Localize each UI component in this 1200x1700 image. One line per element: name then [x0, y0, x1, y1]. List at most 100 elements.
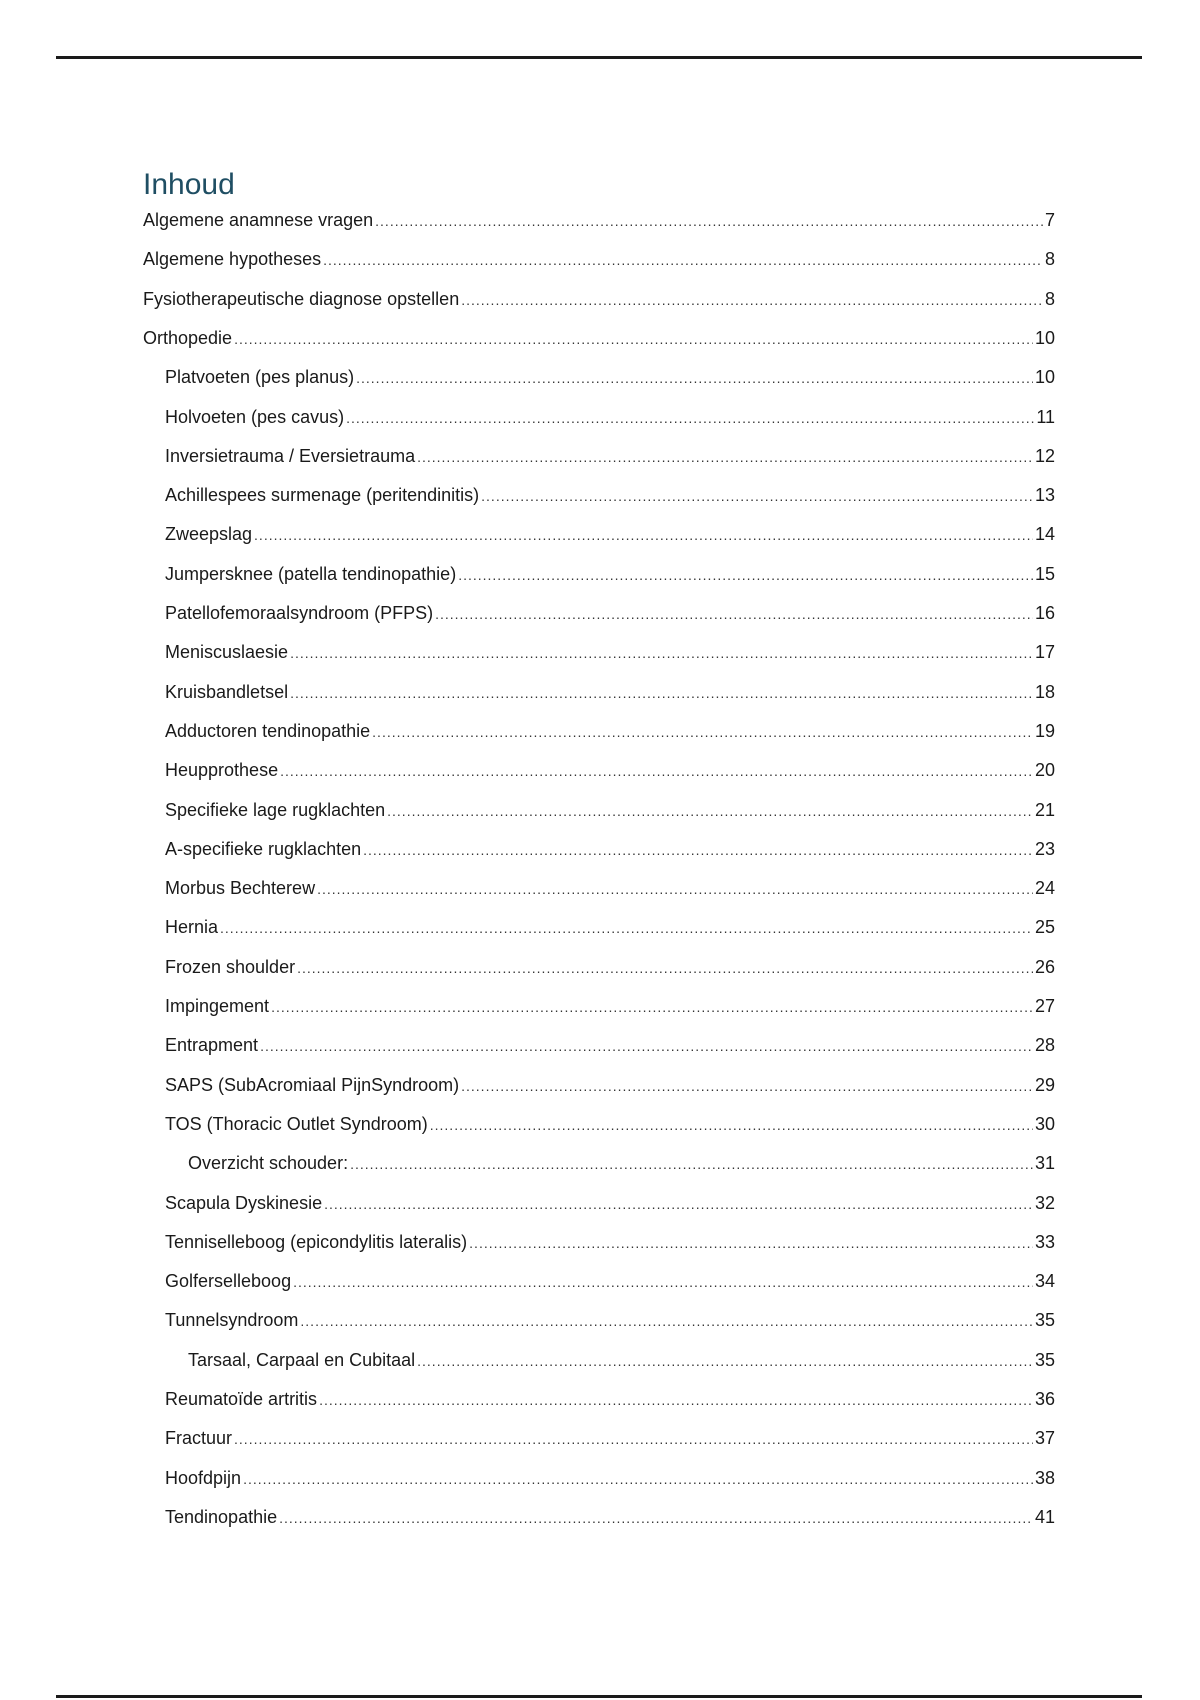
toc-entry[interactable]: Tenniselleboog (epicondylitis lateralis)… — [165, 1232, 1055, 1258]
toc-entry-label: Zweepslag — [165, 524, 253, 545]
header-rule — [56, 56, 1142, 59]
toc-entry[interactable]: Zweepslag 14 — [165, 524, 1055, 550]
toc-entry[interactable]: Entrapment 28 — [165, 1035, 1055, 1061]
toc-entry[interactable]: Impingement 27 — [165, 996, 1055, 1022]
toc-entry[interactable]: Inversietrauma / Eversietrauma 12 — [165, 446, 1055, 472]
toc-entry[interactable]: Scapula Dyskinesie 32 — [165, 1193, 1055, 1219]
toc-entry-label: Tendinopathie — [165, 1506, 278, 1527]
toc-entry[interactable]: SAPS (SubAcromiaal PijnSyndroom) 29 — [165, 1075, 1055, 1101]
toc-entry[interactable]: Golferselleboog 34 — [165, 1271, 1055, 1297]
toc-entry-label: Overzicht schouder: — [188, 1153, 349, 1174]
toc-entry-page: 12 — [1034, 445, 1055, 466]
toc-entry-page: 37 — [1034, 1428, 1055, 1449]
toc-entry[interactable]: A-specifieke rugklachten 23 — [165, 839, 1055, 865]
toc-entry-label: Achillespees surmenage (peritendinitis) — [165, 485, 480, 506]
toc-entry[interactable]: Specifieke lage rugklachten 21 — [165, 800, 1055, 826]
toc-entry[interactable]: Hernia 25 — [165, 917, 1055, 943]
dot-leader — [234, 331, 1033, 347]
dot-leader — [319, 1392, 1033, 1408]
toc-entry-label: Impingement — [165, 996, 270, 1016]
dot-leader — [372, 724, 1033, 740]
dot-leader — [220, 920, 1033, 936]
toc-entry[interactable]: Platvoeten (pes planus) 10 — [165, 367, 1055, 393]
toc-entry-page: 13 — [1034, 485, 1055, 506]
toc-entry-page: 32 — [1034, 1192, 1055, 1213]
toc-entry[interactable]: Algemene anamnese vragen 7 — [143, 210, 1055, 236]
toc-entry-page: 28 — [1034, 1035, 1055, 1056]
toc-entry-label: Frozen shoulder — [165, 956, 296, 977]
toc-entry-page: 41 — [1034, 1506, 1055, 1527]
toc-entry[interactable]: Jumpersknee (patella tendinopathie) 15 — [165, 564, 1055, 590]
toc-entry[interactable]: Tunnelsyndroom 35 — [165, 1310, 1055, 1336]
toc-entry[interactable]: Frozen shoulder 26 — [165, 957, 1055, 983]
toc-entry-label: Entrapment — [165, 1035, 259, 1056]
toc-entry-page: 19 — [1034, 720, 1055, 741]
toc-entry[interactable]: Achillespees surmenage (peritendinitis) 1… — [165, 485, 1055, 511]
dot-leader — [417, 1353, 1033, 1369]
toc-entry-page: 8 — [1044, 288, 1055, 309]
dot-leader — [290, 685, 1033, 701]
dot-leader — [254, 527, 1033, 543]
toc-entry-page: 20 — [1034, 760, 1055, 781]
toc-entry-page: 35 — [1034, 1310, 1055, 1331]
toc-entry[interactable]: Orthopedie 10 — [143, 328, 1055, 354]
toc-entry-label: Adductoren tendinopathie — [165, 720, 371, 741]
toc-entry[interactable]: Overzicht schouder: 31 — [188, 1153, 1055, 1179]
toc-entry[interactable]: Holvoeten (pes cavus) 11 — [165, 407, 1055, 433]
toc-entry-label: Kruisbandletsel — [165, 681, 289, 702]
dot-leader — [271, 999, 1033, 1015]
toc-entry[interactable]: Kruisbandletsel 18 — [165, 682, 1055, 708]
toc-entry[interactable]: Hoofdpijn 38 — [165, 1468, 1055, 1494]
toc-entry-label: A-specifieke rugklachten — [165, 838, 362, 859]
toc-entry[interactable]: Meniscuslaesie 17 — [165, 642, 1055, 668]
toc-entry-label: Scapula Dyskinesie — [165, 1192, 323, 1213]
toc-entry-page: 14 — [1034, 524, 1055, 545]
toc-entry-page: 8 — [1044, 249, 1055, 270]
toc-entry[interactable]: Fractuur 37 — [165, 1428, 1055, 1454]
toc-entry-label: Tenniselleboog (epicondylitis lateralis) — [165, 1231, 468, 1252]
toc-entry-label: Heupprothese — [165, 760, 279, 781]
toc-entry-page: 29 — [1034, 1074, 1055, 1095]
dot-leader — [461, 1078, 1033, 1094]
toc-entry[interactable]: Morbus Bechterew 24 — [165, 878, 1055, 904]
dot-leader — [481, 488, 1033, 504]
dot-leader — [417, 449, 1033, 465]
toc-entry[interactable]: Tarsaal, Carpaal en Cubitaal 35 — [188, 1350, 1055, 1376]
toc-entry-label: Holvoeten (pes cavus) — [165, 406, 345, 427]
dot-leader — [243, 1471, 1033, 1487]
toc-entry-page: 33 — [1034, 1231, 1055, 1252]
toc-entry[interactable]: TOS (Thoracic Outlet Syndroom) 30 — [165, 1114, 1055, 1140]
dot-leader — [293, 1274, 1033, 1290]
toc-entry-label: Meniscuslaesie — [165, 642, 289, 663]
toc-entry-label: Fractuur — [165, 1428, 233, 1449]
toc-entry-label: Golferselleboog — [165, 1271, 292, 1292]
toc-entry-page: 23 — [1034, 838, 1055, 859]
dot-leader — [387, 803, 1033, 819]
toc-entry-page: 34 — [1034, 1271, 1055, 1292]
toc-entry[interactable]: Algemene hypotheses 8 — [143, 249, 1055, 275]
dot-leader — [260, 1038, 1033, 1054]
dot-leader — [323, 252, 1043, 268]
toc-entry[interactable]: Heupprothese 20 — [165, 760, 1055, 786]
toc-entry-label: Platvoeten (pes planus) — [165, 367, 355, 388]
toc-entry[interactable]: Adductoren tendinopathie 19 — [165, 721, 1055, 747]
toc-entry-label: Algemene hypotheses — [143, 249, 322, 270]
dot-leader — [350, 1156, 1033, 1172]
toc-entry[interactable]: Patellofemoraalsyndroom (PFPS) 16 — [165, 603, 1055, 629]
toc-entry-label: Specifieke lage rugklachten — [165, 799, 386, 820]
dot-leader — [346, 410, 1034, 426]
toc-title: Inhoud — [143, 168, 235, 201]
dot-leader — [430, 1117, 1033, 1133]
toc-entry-page: 16 — [1034, 603, 1055, 623]
toc-entry-label: Reumatoïde artritis — [165, 1389, 318, 1409]
dot-leader — [461, 292, 1043, 308]
toc-entry-page: 21 — [1034, 799, 1055, 820]
toc-entry[interactable]: Reumatoïde artritis 36 — [165, 1389, 1055, 1415]
toc-entry[interactable]: Fysiotherapeutische diagnose opstellen 8 — [143, 289, 1055, 315]
toc-entry-label: Fysiotherapeutische diagnose opstellen — [143, 288, 460, 309]
dot-leader — [279, 1510, 1033, 1526]
dot-leader — [297, 960, 1033, 976]
toc-entry-page: 38 — [1034, 1467, 1055, 1488]
toc-entry-page: 11 — [1036, 406, 1055, 427]
toc-entry[interactable]: Tendinopathie 41 — [165, 1507, 1055, 1533]
